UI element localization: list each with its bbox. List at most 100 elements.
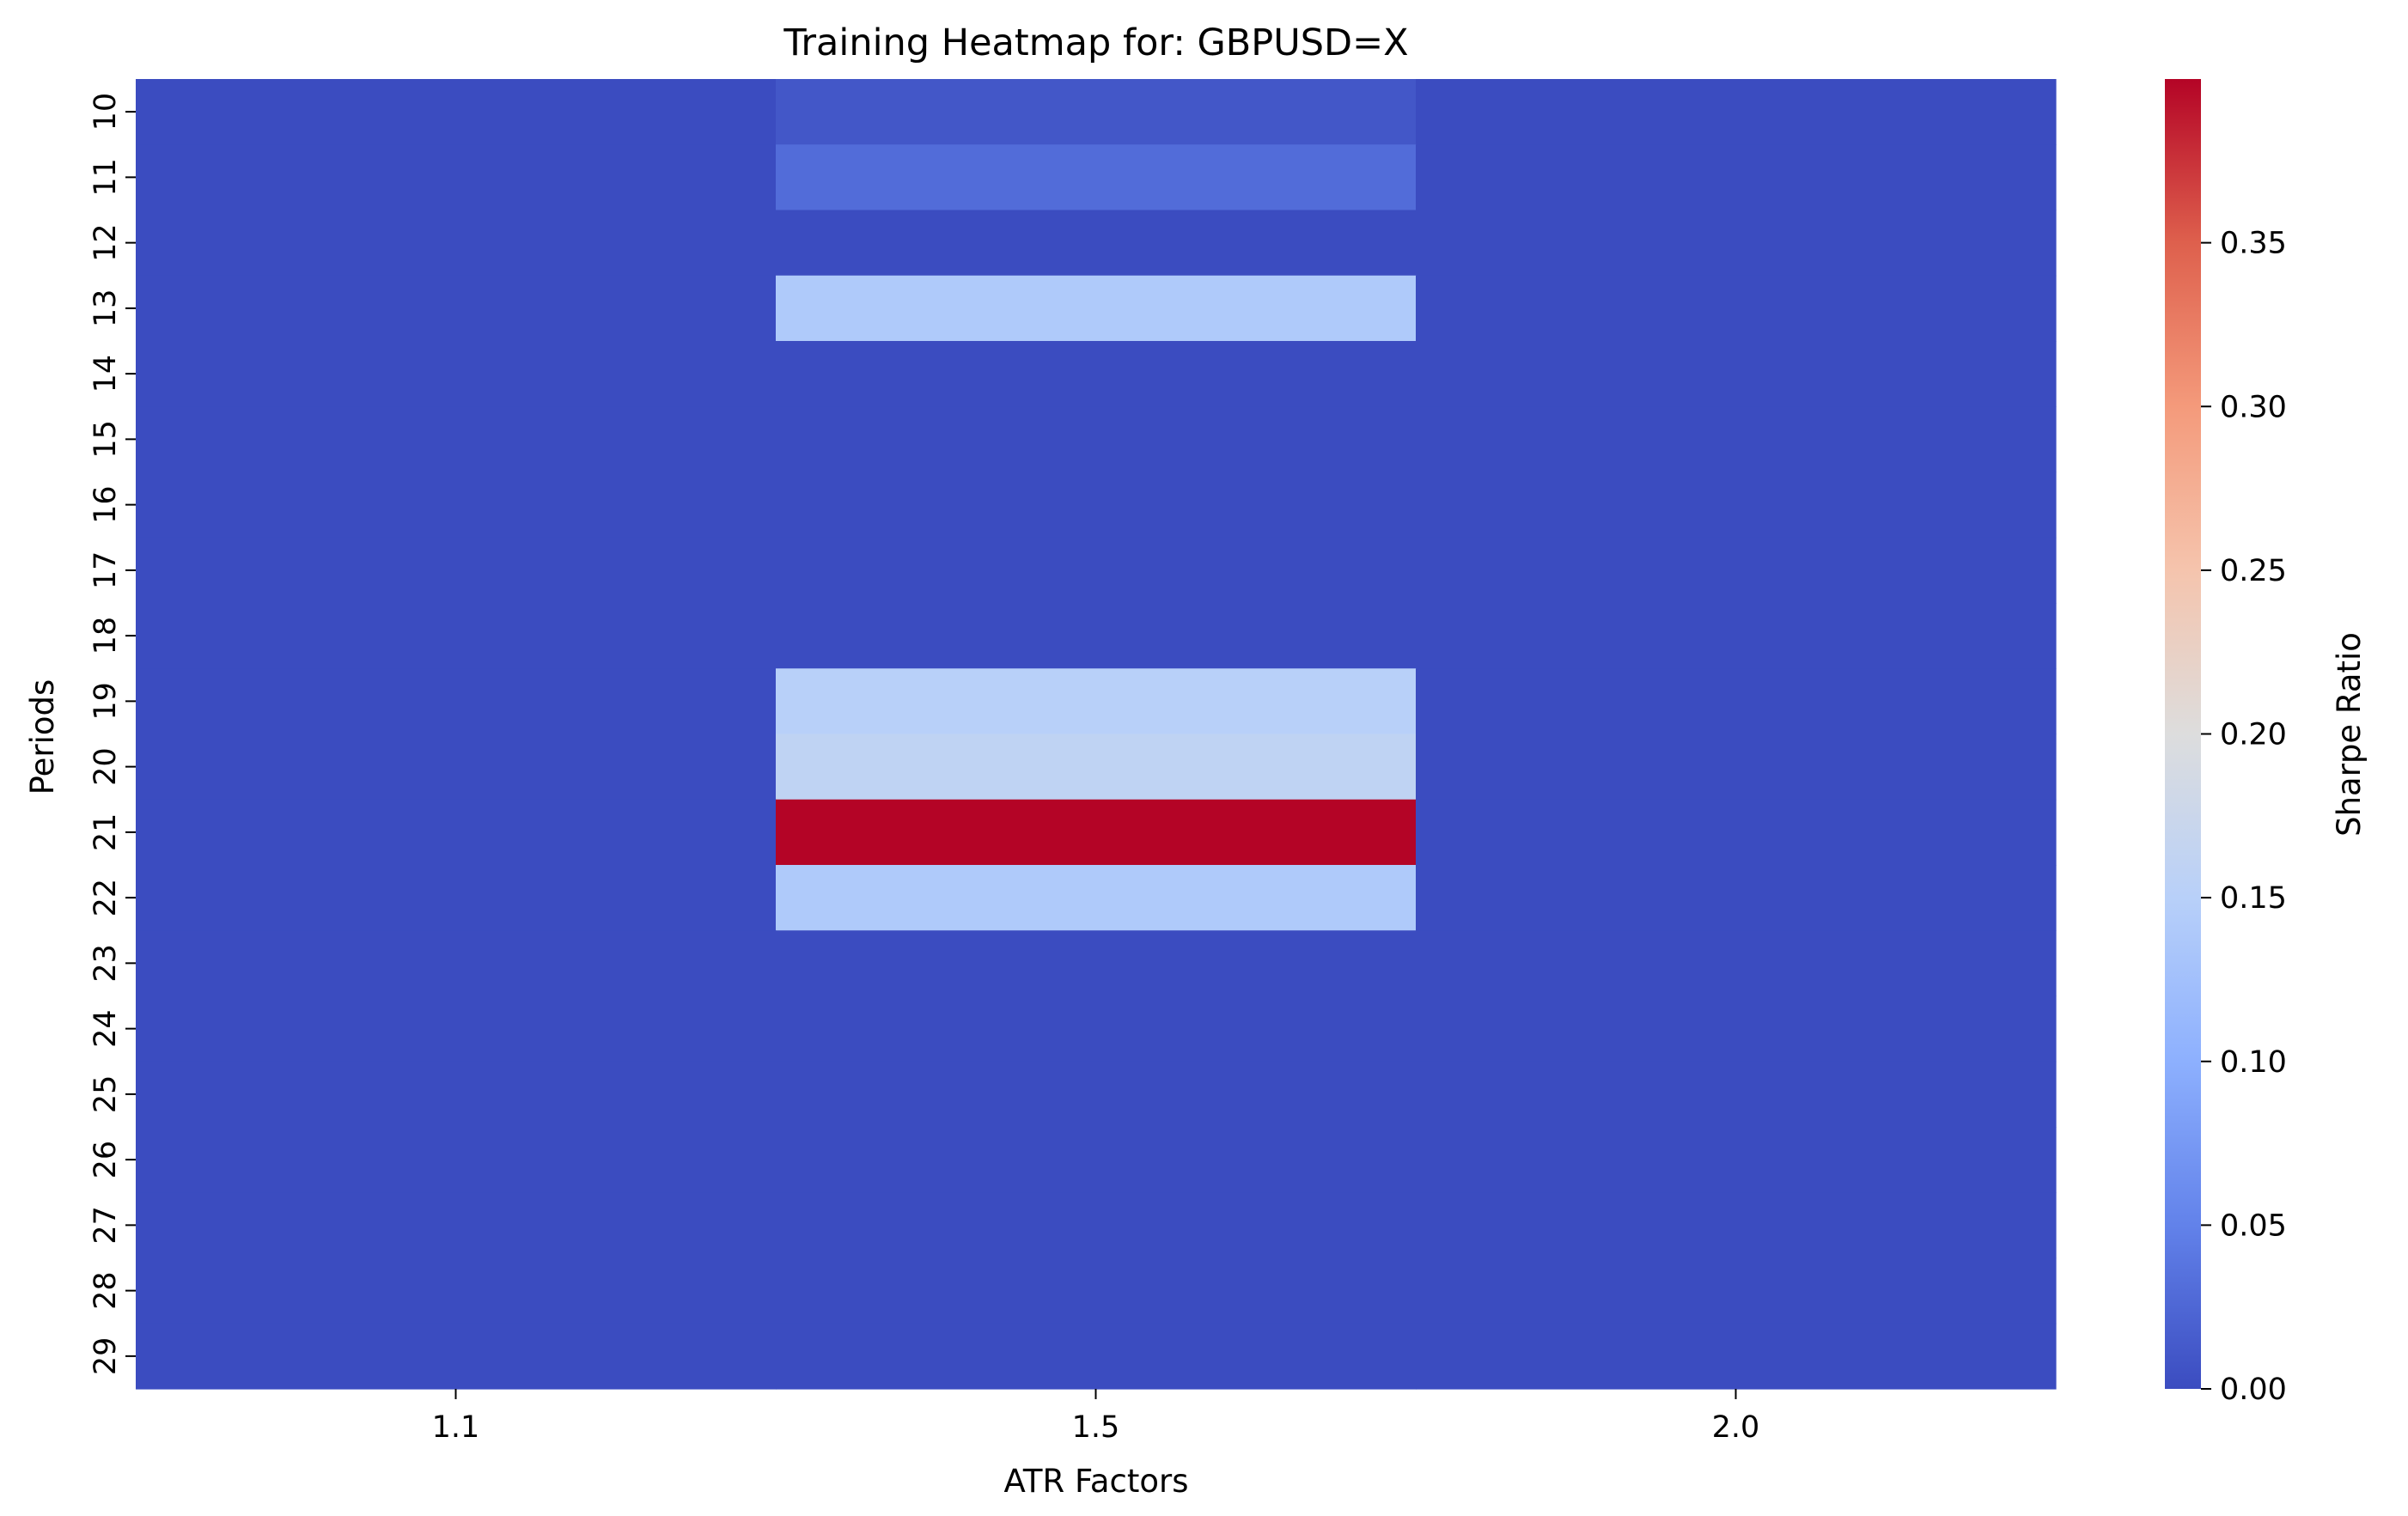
heatmap-cell <box>776 275 1417 342</box>
colorbar <box>2165 79 2201 1389</box>
y-axis-label: Periods <box>24 679 61 795</box>
heatmap-cell <box>1416 995 2057 1062</box>
colorbar-ticks: 0.00 0.05 0.10 0.15 0.20 0.25 0.30 0.35 <box>2201 227 2287 1407</box>
heatmap-cell <box>136 1257 777 1324</box>
heatmap-cell <box>1416 1323 2057 1390</box>
heatmap-cell <box>1416 1127 2057 1193</box>
heatmap-cell <box>136 275 777 342</box>
heatmap-cell <box>1416 930 2057 997</box>
y-tick-label: 22 <box>88 879 123 917</box>
x-tick-label: 1.1 <box>432 1410 480 1445</box>
heatmap-cell <box>136 995 777 1062</box>
heatmap-cell <box>136 668 777 735</box>
heatmap-cell <box>776 79 1417 145</box>
heatmap-cell <box>136 1192 777 1259</box>
chart-title: Training Heatmap for: GBPUSD=X <box>783 21 1408 64</box>
heatmap-cell <box>136 603 777 669</box>
y-tick-label: 17 <box>88 551 123 590</box>
heatmap-cell <box>136 537 777 604</box>
heatmap-cell <box>776 995 1417 1062</box>
heatmap-cell <box>776 1127 1417 1193</box>
y-tick-label: 19 <box>88 682 123 721</box>
heatmap-cell <box>776 1257 1417 1324</box>
heatmap-cell <box>1416 79 2057 145</box>
colorbar-tick-label: 0.30 <box>2220 390 2287 424</box>
y-tick-label: 14 <box>88 355 123 393</box>
y-tick-label: 12 <box>88 223 123 262</box>
y-tick-label: 28 <box>88 1271 123 1310</box>
heatmap-cell <box>1416 734 2057 801</box>
x-axis-label: ATR Factors <box>1003 1463 1188 1500</box>
heatmap-cell <box>1416 537 2057 604</box>
heatmap-cell <box>136 144 777 211</box>
heatmap-cell <box>136 79 777 145</box>
heatmap-cell <box>776 930 1417 997</box>
heatmap-cell <box>136 406 777 473</box>
heatmap-cell <box>1416 341 2057 407</box>
y-tick-label: 25 <box>88 1075 123 1114</box>
heatmap-cell <box>1416 144 2057 211</box>
y-tick-label: 15 <box>88 420 123 459</box>
x-axis-ticks: 1.1 1.5 2.0 <box>432 1389 1760 1445</box>
y-tick-label: 29 <box>88 1337 123 1376</box>
heatmap-cell <box>1416 668 2057 735</box>
heatmap-cell <box>776 865 1417 931</box>
heatmap-cell <box>136 341 777 407</box>
heatmap-cell <box>776 1323 1417 1390</box>
y-tick-label: 10 <box>88 93 123 131</box>
heatmap-cell <box>1416 1061 2057 1128</box>
heatmap-cell <box>136 1127 777 1193</box>
colorbar-label: Sharpe Ratio <box>2331 632 2368 837</box>
x-tick-label: 1.5 <box>1072 1410 1120 1445</box>
heatmap-cell <box>776 1061 1417 1128</box>
colorbar-tick-label: 0.20 <box>2220 718 2287 752</box>
heatmap-cell <box>136 210 777 277</box>
heatmap-cell <box>776 210 1417 277</box>
y-tick-label: 13 <box>88 289 123 328</box>
heatmap-cell <box>776 734 1417 801</box>
y-tick-label: 26 <box>88 1141 123 1179</box>
heatmap-cell <box>776 1192 1417 1259</box>
heatmap-cell <box>776 341 1417 407</box>
y-tick-label: 21 <box>88 813 123 852</box>
heatmap-cell <box>1416 472 2057 539</box>
colorbar-tick-label: 0.05 <box>2220 1209 2287 1243</box>
x-tick-label: 2.0 <box>1712 1410 1760 1445</box>
y-tick-label: 20 <box>88 747 123 786</box>
heatmap-cell <box>136 865 777 931</box>
heatmap-cells <box>136 79 2057 1390</box>
heatmap-cell <box>776 144 1417 211</box>
heatmap-cell <box>136 1323 777 1390</box>
y-tick-label: 24 <box>88 1009 123 1048</box>
heatmap-cell <box>1416 799 2057 866</box>
heatmap-cell <box>1416 603 2057 669</box>
heatmap-cell <box>1416 865 2057 931</box>
heatmap-cell <box>1416 1192 2057 1259</box>
heatmap-cell <box>136 734 777 801</box>
heatmap-cell <box>776 537 1417 604</box>
heatmap-cell <box>776 406 1417 473</box>
y-tick-label: 11 <box>88 158 123 197</box>
y-tick-label: 18 <box>88 617 123 655</box>
heatmap-cell <box>136 930 777 997</box>
heatmap-cell <box>776 799 1417 866</box>
heatmap-cell <box>776 603 1417 669</box>
heatmap-cell <box>776 668 1417 735</box>
colorbar-tick-label: 0.00 <box>2220 1373 2287 1407</box>
heatmap-cell <box>136 1061 777 1128</box>
heatmap-cell <box>1416 406 2057 473</box>
colorbar-tick-label: 0.10 <box>2220 1045 2287 1080</box>
heatmap-cell <box>1416 210 2057 277</box>
heatmap-cell <box>776 472 1417 539</box>
heatmap-cell <box>136 799 777 866</box>
y-tick-label: 23 <box>88 944 123 983</box>
heatmap-cell <box>136 472 777 539</box>
colorbar-tick-label: 0.35 <box>2220 227 2287 261</box>
y-tick-label: 27 <box>88 1206 123 1245</box>
y-axis-ticks: 10 11 12 13 14 15 16 17 18 19 20 21 22 23 24 25 26 27 28 29 <box>88 93 136 1375</box>
y-tick-label: 16 <box>88 485 123 524</box>
colorbar-tick-label: 0.15 <box>2220 881 2287 916</box>
heatmap-cell <box>1416 1257 2057 1324</box>
heatmap-cell <box>1416 275 2057 342</box>
